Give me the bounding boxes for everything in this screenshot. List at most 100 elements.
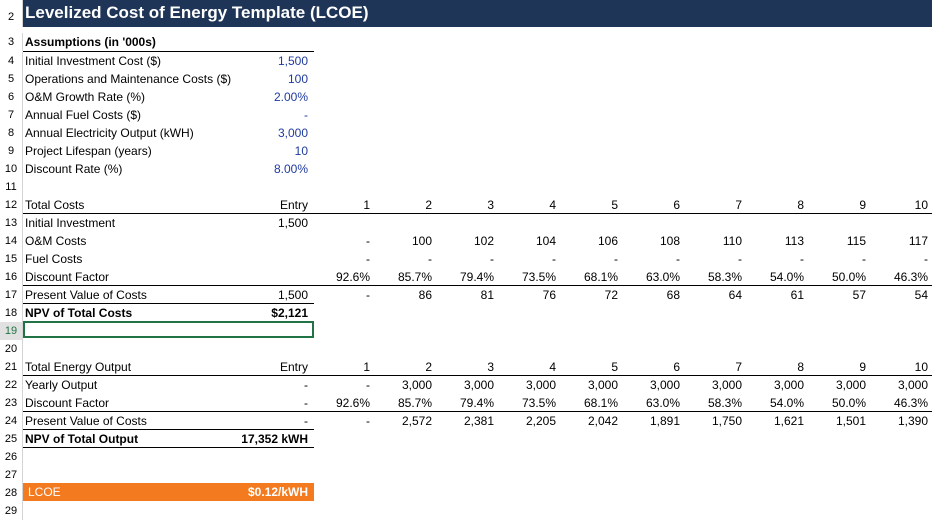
assumption-label[interactable]: O&M Growth Rate (%)	[25, 90, 146, 104]
assumption-value[interactable]: -	[304, 108, 308, 122]
row-number[interactable]: 21	[0, 358, 23, 376]
assumption-value[interactable]: 10	[294, 144, 308, 158]
row-number[interactable]: 23	[0, 394, 23, 412]
period-cell[interactable]: 61	[790, 288, 804, 302]
assumption-label[interactable]: Annual Fuel Costs ($)	[25, 108, 142, 122]
sheet-title[interactable]: Levelized Cost of Energy Template (LCOE)	[25, 3, 369, 22]
assumption-label[interactable]: Discount Rate (%)	[25, 162, 123, 176]
period-header[interactable]: 3	[487, 360, 494, 374]
period-cell[interactable]: 76	[542, 288, 556, 302]
row-number[interactable]: 8	[0, 124, 23, 142]
costs-header-label[interactable]: Total Costs	[25, 198, 85, 212]
cost-label[interactable]: Fuel Costs	[25, 252, 83, 266]
period-cell[interactable]: 3,000	[463, 378, 494, 392]
period-cell[interactable]: -	[366, 414, 370, 428]
assumption-label[interactable]: Project Lifespan (years)	[25, 144, 152, 158]
npv-output-label[interactable]: NPV of Total Output	[25, 432, 139, 446]
period-header[interactable]: 3	[487, 198, 494, 212]
period-cell[interactable]: -	[366, 234, 370, 248]
period-cell[interactable]: 68.1%	[583, 270, 618, 284]
period-cell[interactable]: 3,000	[401, 378, 432, 392]
period-cell[interactable]: 58.3%	[707, 396, 742, 410]
period-cell[interactable]: 3,000	[773, 378, 804, 392]
period-cell[interactable]: 68	[666, 288, 680, 302]
energy-header-label[interactable]: Total Energy Output	[25, 360, 132, 374]
period-cell[interactable]: -	[614, 252, 618, 266]
period-header[interactable]: 10	[914, 198, 928, 212]
row-number[interactable]: 4	[0, 52, 23, 70]
row-number[interactable]: 19	[0, 322, 23, 340]
period-header[interactable]: 10	[914, 360, 928, 374]
period-cell[interactable]: 50.0%	[831, 270, 866, 284]
assumption-value[interactable]: 100	[287, 72, 308, 86]
period-cell[interactable]: 104	[535, 234, 556, 248]
assumption-label[interactable]: Initial Investment Cost ($)	[25, 54, 162, 68]
period-cell[interactable]: -	[366, 252, 370, 266]
period-cell[interactable]: 85.7%	[397, 396, 432, 410]
assumption-value[interactable]: 3,000	[277, 126, 308, 140]
energy-entry[interactable]: -	[304, 378, 308, 392]
period-cell[interactable]: 79.4%	[459, 396, 494, 410]
period-cell[interactable]: -	[924, 252, 928, 266]
period-header[interactable]: 5	[611, 360, 618, 374]
period-cell[interactable]: -	[490, 252, 494, 266]
period-cell[interactable]: 68.1%	[583, 396, 618, 410]
period-cell[interactable]: -	[738, 252, 742, 266]
cost-label[interactable]: O&M Costs	[25, 234, 87, 248]
period-cell[interactable]: 3,000	[711, 378, 742, 392]
period-cell[interactable]: 46.3%	[893, 396, 928, 410]
row-number[interactable]: 27	[0, 466, 23, 484]
period-cell[interactable]: -	[366, 288, 370, 302]
period-cell[interactable]: 50.0%	[831, 396, 866, 410]
period-cell[interactable]: 54	[914, 288, 928, 302]
row-number[interactable]: 25	[0, 430, 23, 448]
period-cell[interactable]: 117	[908, 234, 928, 248]
energy-header-entry[interactable]: Entry	[279, 360, 308, 374]
period-cell[interactable]: 81	[480, 288, 494, 302]
period-header[interactable]: 2	[425, 360, 432, 374]
cost-entry[interactable]: 1,500	[277, 216, 308, 230]
row-number[interactable]: 14	[0, 232, 23, 250]
period-cell[interactable]: 46.3%	[893, 270, 928, 284]
cost-label[interactable]: Initial Investment	[25, 216, 116, 230]
period-cell[interactable]: -	[800, 252, 804, 266]
period-cell[interactable]: 1,621	[773, 414, 804, 428]
period-cell[interactable]: 3,000	[835, 378, 866, 392]
period-header[interactable]: 1	[363, 360, 370, 374]
assumption-label[interactable]: Annual Electricity Output (kWH)	[25, 126, 194, 140]
period-cell[interactable]: 2,042	[587, 414, 618, 428]
period-header[interactable]: 8	[797, 360, 804, 374]
lcoe-result[interactable]: LCOE $0.12/kWH	[23, 483, 314, 501]
period-cell[interactable]: 63.0%	[645, 270, 680, 284]
period-cell[interactable]: 3,000	[587, 378, 618, 392]
row-number[interactable]: 3	[0, 33, 23, 51]
period-header[interactable]: 2	[425, 198, 432, 212]
row-number[interactable]: 28	[0, 484, 23, 502]
period-cell[interactable]: 92.6%	[335, 396, 370, 410]
row-number[interactable]: 18	[0, 304, 23, 322]
period-cell[interactable]: 113	[784, 234, 804, 248]
energy-label[interactable]: Present Value of Costs	[25, 414, 147, 428]
period-cell[interactable]: 110	[722, 234, 742, 248]
row-number[interactable]: 15	[0, 250, 23, 268]
assumption-value[interactable]: 1,500	[277, 54, 308, 68]
period-cell[interactable]: 3,000	[897, 378, 928, 392]
period-cell[interactable]: 102	[473, 234, 494, 248]
assumption-label[interactable]: Operations and Maintenance Costs ($)	[25, 72, 232, 86]
period-cell[interactable]: 79.4%	[459, 270, 494, 284]
row-number[interactable]: 26	[0, 448, 23, 466]
period-cell[interactable]: 3,000	[649, 378, 680, 392]
assumptions-header[interactable]: Assumptions (in '000s)	[25, 35, 156, 49]
cost-entry[interactable]: 1,500	[277, 288, 308, 302]
row-number[interactable]: 29	[0, 502, 23, 520]
period-cell[interactable]: 2,205	[525, 414, 556, 428]
period-cell[interactable]: 54.0%	[769, 270, 804, 284]
npv-costs-value[interactable]: $2,121	[271, 306, 308, 320]
period-cell[interactable]: 1,390	[897, 414, 928, 428]
period-header[interactable]: 4	[549, 360, 556, 374]
period-cell[interactable]: 58.3%	[707, 270, 742, 284]
period-cell[interactable]: 92.6%	[335, 270, 370, 284]
period-cell[interactable]: 86	[418, 288, 432, 302]
period-cell[interactable]: -	[552, 252, 556, 266]
cost-label[interactable]: Discount Factor	[25, 270, 110, 284]
